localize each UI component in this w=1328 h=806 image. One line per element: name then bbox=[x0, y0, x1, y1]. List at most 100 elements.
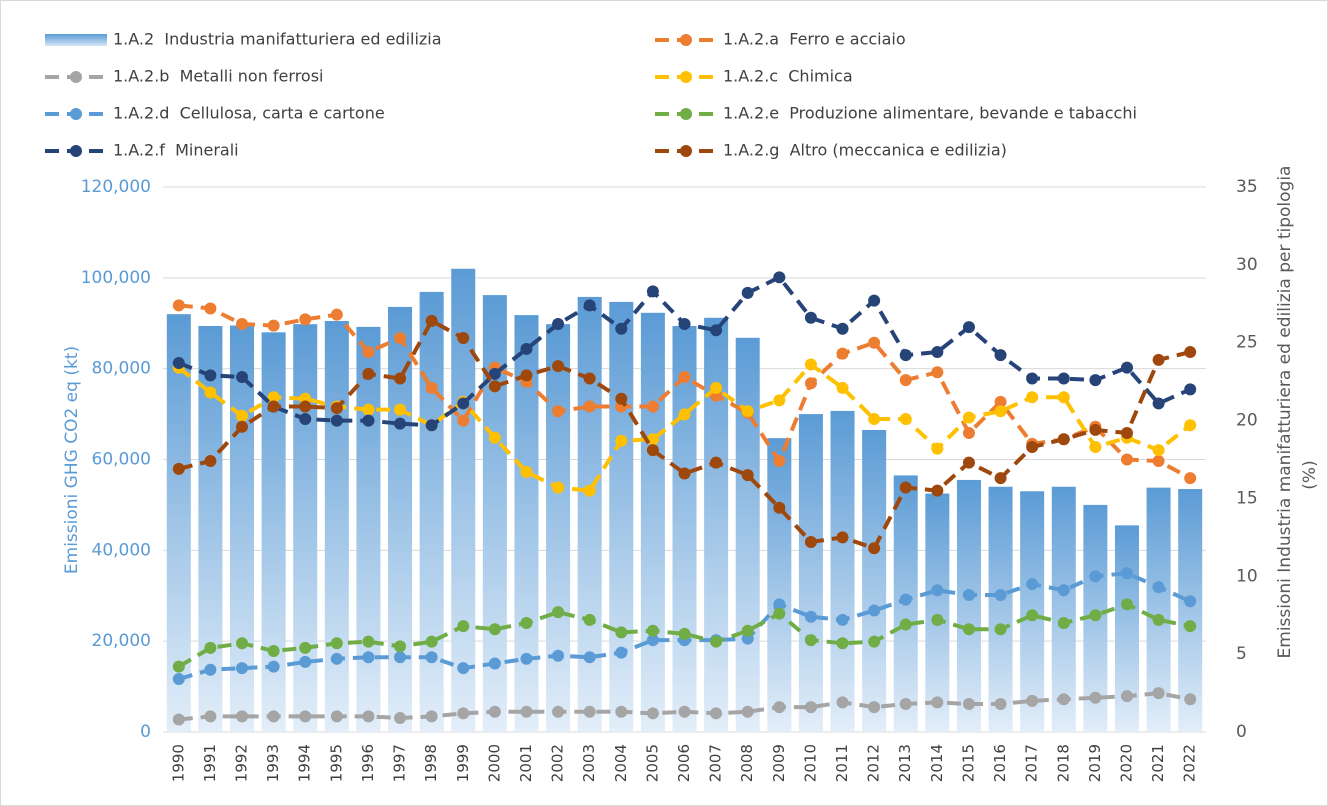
point bbox=[172, 462, 185, 475]
point bbox=[994, 405, 1007, 418]
point bbox=[836, 531, 849, 544]
legend-item: 1.A.2.b Metalli non ferrosi bbox=[45, 67, 323, 86]
point bbox=[836, 381, 849, 394]
legend-label: 1.A.2.g Altro (meccanica e edilizia) bbox=[723, 141, 1007, 160]
point bbox=[1026, 609, 1039, 622]
bar bbox=[672, 325, 697, 732]
legend-item: 1.A.2 Industria manifatturiera ed ediliz… bbox=[45, 30, 442, 49]
point bbox=[710, 324, 723, 337]
y2-tick-label: 30 bbox=[1236, 255, 1258, 275]
legend-label: 1.A.2.a Ferro e acciaio bbox=[723, 30, 906, 49]
x-tick-label: 2016 bbox=[991, 744, 1009, 782]
point bbox=[646, 624, 659, 637]
point bbox=[488, 367, 501, 380]
bar bbox=[956, 479, 981, 732]
bar bbox=[988, 486, 1013, 732]
point bbox=[1184, 620, 1197, 633]
bar bbox=[830, 410, 855, 732]
point bbox=[488, 380, 501, 393]
point bbox=[962, 427, 975, 440]
bar bbox=[451, 268, 476, 732]
bar bbox=[704, 317, 729, 732]
point bbox=[1152, 613, 1165, 626]
y-tick-label: 100,000 bbox=[81, 268, 151, 288]
point bbox=[868, 413, 881, 426]
legend-label: 1.A.2.d Cellulosa, carta e cartone bbox=[113, 104, 385, 123]
point bbox=[362, 710, 375, 723]
point bbox=[1152, 444, 1165, 457]
point bbox=[804, 536, 817, 549]
point bbox=[1057, 433, 1070, 446]
point bbox=[362, 414, 375, 427]
point bbox=[773, 394, 786, 407]
x-tick-label: 2007 bbox=[707, 744, 725, 782]
x-tick-label: 1990 bbox=[169, 744, 187, 782]
legend-marker bbox=[680, 145, 692, 157]
point bbox=[773, 501, 786, 514]
point bbox=[583, 400, 596, 413]
legend-label: 1.A.2.c Chimica bbox=[723, 67, 853, 86]
point bbox=[1120, 361, 1133, 374]
point bbox=[236, 370, 249, 383]
point bbox=[646, 444, 659, 457]
point bbox=[646, 400, 659, 413]
point bbox=[931, 484, 944, 497]
point bbox=[1152, 581, 1165, 594]
bar bbox=[577, 296, 602, 732]
point bbox=[1089, 374, 1102, 387]
point bbox=[552, 649, 565, 662]
point bbox=[1152, 455, 1165, 468]
point bbox=[1120, 427, 1133, 440]
bar bbox=[767, 438, 792, 732]
y-tick-label: 20,000 bbox=[92, 631, 151, 651]
point bbox=[1120, 567, 1133, 580]
x-tick-label: 2004 bbox=[612, 744, 630, 782]
x-tick-label: 2008 bbox=[738, 744, 756, 782]
x-tick-label: 2006 bbox=[675, 744, 693, 782]
point bbox=[962, 456, 975, 469]
point bbox=[425, 635, 438, 648]
point bbox=[204, 302, 217, 315]
point bbox=[994, 349, 1007, 362]
point bbox=[299, 313, 312, 326]
point bbox=[1089, 609, 1102, 622]
point bbox=[425, 651, 438, 664]
point bbox=[868, 604, 881, 617]
point bbox=[773, 455, 786, 468]
point bbox=[520, 652, 533, 665]
point bbox=[204, 369, 217, 382]
point bbox=[773, 701, 786, 714]
point bbox=[172, 356, 185, 369]
point bbox=[836, 696, 849, 709]
point bbox=[615, 434, 628, 447]
point bbox=[678, 370, 691, 383]
x-tick-label: 2013 bbox=[896, 744, 914, 782]
y2-tick-label: 35 bbox=[1236, 177, 1258, 197]
bar bbox=[640, 312, 665, 732]
bar bbox=[609, 301, 634, 732]
bar bbox=[356, 326, 381, 732]
point bbox=[899, 481, 912, 494]
point bbox=[172, 660, 185, 673]
x-tick-label: 2011 bbox=[833, 744, 851, 782]
point bbox=[1026, 578, 1039, 591]
y-tick-label: 40,000 bbox=[92, 540, 151, 560]
point bbox=[267, 400, 280, 413]
point bbox=[1152, 397, 1165, 410]
x-tick-label: 2020 bbox=[1117, 744, 1135, 782]
point bbox=[236, 637, 249, 650]
point bbox=[710, 456, 723, 469]
point bbox=[1184, 595, 1197, 608]
point bbox=[741, 624, 754, 637]
point bbox=[520, 465, 533, 478]
legend-item: 1.A.2.e Produzione alimentare, bevande e… bbox=[655, 104, 1137, 123]
point bbox=[394, 640, 407, 653]
point bbox=[457, 332, 470, 345]
point bbox=[520, 369, 533, 382]
point bbox=[1120, 453, 1133, 466]
point bbox=[583, 613, 596, 626]
legend-label: 1.A.2 Industria manifatturiera ed ediliz… bbox=[113, 30, 442, 49]
bar bbox=[1178, 489, 1203, 732]
point bbox=[520, 617, 533, 629]
x-tick-label: 2001 bbox=[517, 744, 535, 782]
